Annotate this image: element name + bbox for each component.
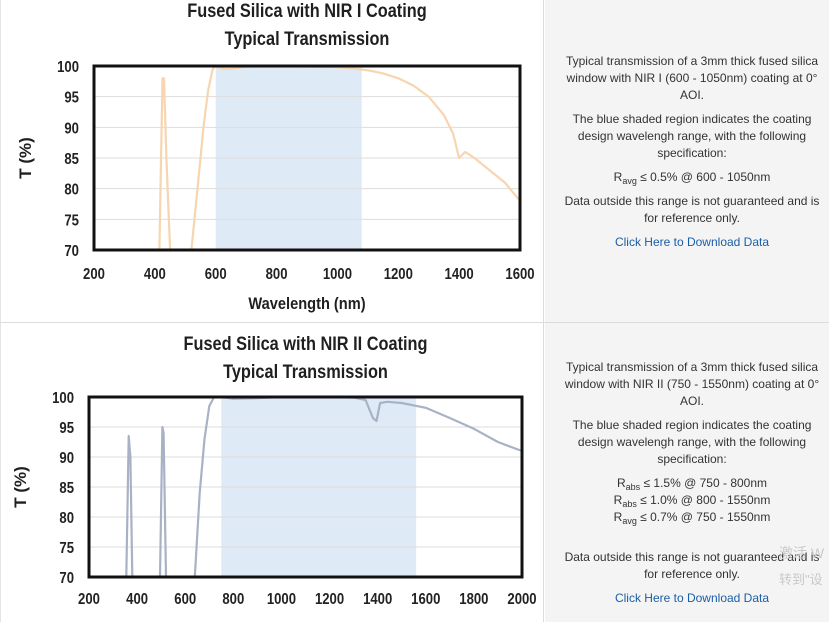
chart-subtitle: Typical Transmission [225, 28, 390, 49]
plot-frame [92, 64, 522, 252]
y-tick-label: 75 [64, 212, 79, 229]
y-tick-label: 95 [64, 90, 79, 107]
y-axis-label: T (%) [11, 466, 30, 508]
info-panel-nir-ii: Typical transmission of a 3mm thick fuse… [545, 323, 829, 622]
y-tick-label: 95 [59, 420, 74, 437]
y-tick-label: 70 [59, 570, 74, 587]
y-tick-label: 75 [59, 540, 74, 557]
y-tick-label: 70 [64, 243, 79, 260]
shaded-note-text: The blue shaded region indicates the coa… [572, 112, 812, 160]
info-text-block: Typical transmission of a 3mm thick fuse… [559, 359, 825, 607]
x-tick-label: 1800 [459, 591, 488, 608]
series-line-2 [190, 66, 520, 250]
y-tick-label: 80 [64, 182, 79, 199]
info-panel-nir-i: Typical transmission of a 3mm thick fuse… [545, 0, 829, 322]
x-tick-label: 1400 [363, 591, 392, 608]
y-tick-label: 85 [64, 151, 79, 168]
transmission-chart-nir-i: 70 75 80 85 90 95 100 200 400 600 800 1000 1200 1400 1… [16, 0, 535, 313]
shaded-note-text: The blue shaded region indicates the coa… [572, 418, 812, 466]
x-tick-label: 200 [83, 266, 105, 283]
x-tick-label: 800 [222, 591, 244, 608]
y-tick-label: 100 [57, 59, 79, 76]
x-tick-label: 1600 [505, 266, 534, 283]
x-tick-label: 1200 [384, 266, 413, 283]
description-text: Typical transmission of a 3mm thick fuse… [565, 54, 819, 102]
series-line-2 [158, 425, 168, 577]
x-tick-label: 1000 [323, 266, 352, 283]
y-tick-label: 90 [64, 120, 79, 137]
x-tick-label: 1200 [315, 591, 344, 608]
series-line-1 [125, 434, 134, 577]
series-line-1 [158, 77, 172, 250]
x-axis-label: Wavelength (nm) [247, 620, 364, 622]
download-data-link[interactable]: Click Here to Download Data [614, 235, 770, 249]
disclaimer-text: Data outside this range is not guarantee… [564, 194, 820, 225]
x-axis-label: Wavelength (nm) [248, 295, 365, 313]
chart-row-nir-i: 70 75 80 85 90 95 100 200 400 600 800 1000 1200 1400 1… [0, 0, 829, 323]
watermark-line-1: 激活 W [779, 545, 825, 561]
x-tick-label: 1000 [267, 591, 296, 608]
watermark-line-2: 转到"设 [779, 572, 823, 587]
transmission-chart-nir-ii: 70 75 80 85 90 95 100 200 400 600 800 1000 1200 1400 1… [11, 333, 537, 622]
x-tick-label: 200 [78, 591, 100, 608]
chart-subtitle: Typical Transmission [223, 361, 388, 382]
x-tick-label: 400 [144, 266, 166, 283]
y-tick-label: 100 [52, 390, 74, 407]
x-tick-label: 600 [205, 266, 227, 283]
chart-panel-nir-i: 70 75 80 85 90 95 100 200 400 600 800 1000 1200 1400 1… [0, 0, 544, 322]
x-tick-label: 400 [126, 591, 148, 608]
chart-title: Fused Silica with NIR II Coating [184, 333, 428, 354]
info-text-block: Typical transmission of a 3mm thick fuse… [559, 53, 825, 251]
x-tick-label: 1600 [411, 591, 440, 608]
spec-line: Ravg ≤ 0.7% @ 750 - 1550nm [613, 510, 771, 526]
x-tick-label: 800 [266, 266, 288, 283]
download-data-link[interactable]: Click Here to Download Data [614, 591, 770, 605]
plot-frame [87, 395, 524, 579]
x-tick-label: 1400 [445, 266, 474, 283]
chart-title: Fused Silica with NIR I Coating [187, 0, 426, 21]
spec-line: Ravg ≤ 0.5% @ 600 - 1050nm [613, 170, 771, 186]
chart-row-nir-ii: 70 75 80 85 90 95 100 200 400 600 800 1000 1200 1400 1… [0, 323, 829, 622]
y-tick-label: 80 [59, 510, 74, 527]
y-tick-label: 90 [59, 450, 74, 467]
disclaimer-text: Data outside this range is not guarantee… [564, 550, 820, 581]
description-text: Typical transmission of a 3mm thick fuse… [564, 360, 820, 408]
spec-line: Rabs ≤ 1.0% @ 800 - 1550nm [613, 493, 771, 509]
chart-panel-nir-ii: 70 75 80 85 90 95 100 200 400 600 800 1000 1200 1400 1… [0, 323, 544, 622]
x-tick-label: 2000 [507, 591, 536, 608]
spec-line: Rabs ≤ 1.5% @ 750 - 800nm [616, 476, 768, 492]
y-tick-label: 85 [59, 480, 74, 497]
y-axis-label: T (%) [16, 137, 35, 179]
x-tick-label: 600 [174, 591, 196, 608]
